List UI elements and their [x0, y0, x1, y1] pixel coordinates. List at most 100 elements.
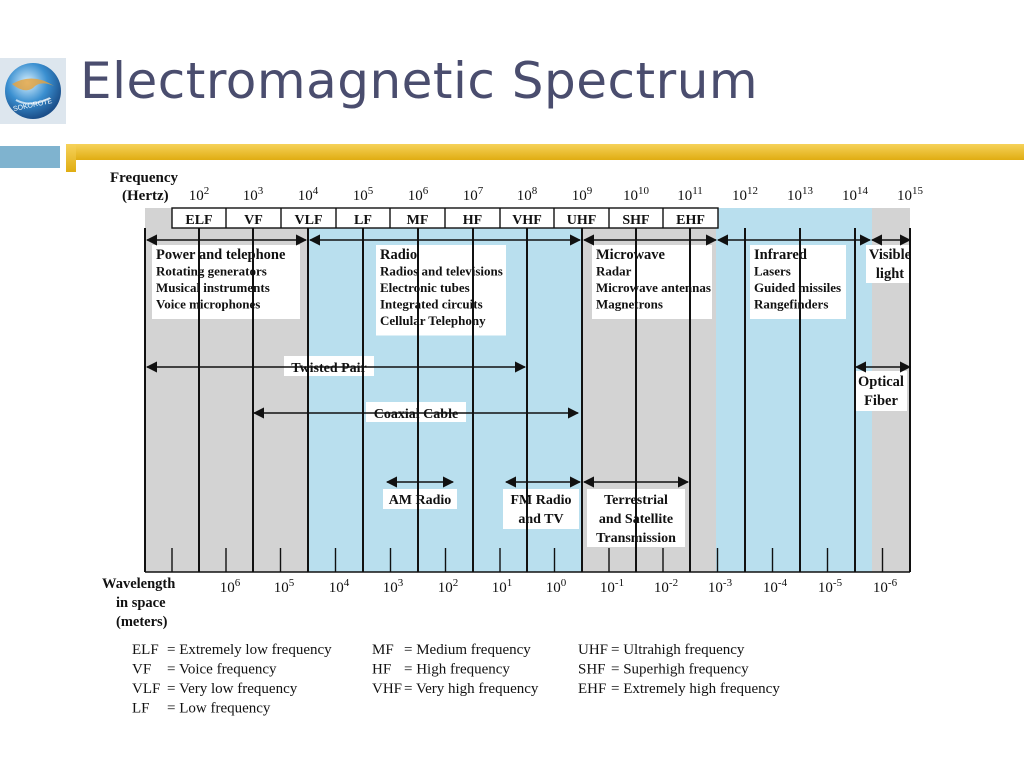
freq-tick: 104: [298, 185, 319, 204]
freq-tick: 1015: [897, 185, 924, 204]
infrared-region-item: Guided missiles: [754, 280, 841, 295]
power-region-item: Musical instruments: [156, 280, 270, 295]
microwave-region-item: Magnetrons: [596, 297, 663, 312]
visible-heading: light: [876, 266, 904, 282]
infrared-region-box: [750, 245, 846, 319]
freq-tick: 1012: [732, 185, 758, 204]
glossary-abbr: LF: [132, 701, 150, 717]
band-label: ELF: [185, 213, 212, 228]
band-label: VLF: [295, 213, 323, 228]
glossary-abbr: HF: [372, 662, 391, 678]
glossary-definition: = Medium frequency: [404, 642, 531, 658]
optical-label: Optical: [858, 374, 904, 390]
freq-tick: 1013: [787, 185, 814, 204]
freq-tick: 109: [572, 185, 593, 204]
glossary-definition: = Superhigh frequency: [611, 662, 749, 678]
wavelength-tick: 100: [546, 577, 567, 596]
freq-tick: 102: [189, 185, 210, 204]
wavelength-tick: 102: [438, 577, 459, 596]
freq-tick: 1011: [677, 185, 703, 204]
coaxial-label: Coaxial Cable: [374, 407, 458, 422]
accent-bar: [66, 144, 1024, 160]
glossary-definition: = Ultrahigh frequency: [611, 642, 745, 658]
wavelength-axis-label: Wavelength: [102, 576, 175, 592]
freq-tick: 103: [243, 185, 264, 204]
accent-corner: [66, 144, 76, 172]
glossary-abbr: VLF: [132, 681, 160, 697]
glossary-definition: = Very high frequency: [404, 681, 539, 697]
infrared-region-item: Lasers: [754, 264, 791, 279]
wavelength-tick: 101: [492, 577, 513, 596]
power-region-box: [152, 245, 300, 319]
optical-box: [855, 371, 907, 411]
glossary-abbr: UHF: [578, 642, 608, 658]
microwave-region-box: [592, 245, 712, 319]
power-region-item: Voice microphones: [156, 297, 260, 312]
accent-block: [0, 146, 60, 168]
optical-label: Fiber: [864, 393, 898, 409]
fm-box: [503, 489, 579, 529]
freq-tick: 105: [353, 185, 374, 204]
terrestrial-label: and Satellite: [599, 512, 673, 527]
band-label: UHF: [567, 213, 597, 228]
infrared-region-item: Rangefinders: [754, 297, 828, 312]
terrestrial-label: Transmission: [596, 531, 676, 546]
infrared-region-heading: Infrared: [754, 247, 807, 263]
freq-axis-unit: (Hertz): [122, 188, 169, 204]
power-region-item: Rotating generators: [156, 264, 267, 279]
radio-region-item: Electronic tubes: [380, 280, 470, 295]
band-label: VF: [244, 213, 263, 228]
freq-axis-label: Frequency: [110, 170, 179, 186]
band-label: LF: [354, 213, 372, 228]
wavelength-tick: 10-3: [708, 577, 733, 596]
freq-tick: 108: [517, 185, 538, 204]
microwave-region-heading: Microwave: [596, 247, 666, 263]
wavelength-tick: 106: [220, 577, 241, 596]
power-region-heading: Power and telephone: [156, 247, 286, 263]
visible-heading: Visible: [869, 247, 912, 263]
fm-label: FM Radio: [510, 493, 571, 508]
glossary-definition: = Extremely high frequency: [611, 681, 780, 697]
band-label: VHF: [512, 213, 542, 228]
radio-region-item: Integrated circuits: [380, 297, 483, 312]
wavelength-tick: 10-2: [654, 577, 678, 596]
wavelength-tick: 104: [329, 577, 350, 596]
fm-label: and TV: [518, 512, 563, 527]
microwave-region-item: Radar: [596, 264, 632, 279]
twisted-pair-label: Twisted Pair: [291, 361, 367, 376]
glossary-abbr: ELF: [132, 642, 159, 658]
freq-tick: 107: [463, 185, 484, 204]
wavelength-axis-label: in space: [116, 595, 166, 611]
freq-tick: 1014: [842, 185, 869, 204]
am-label: AM Radio: [389, 493, 452, 508]
wavelength-axis-label: (meters): [116, 614, 168, 630]
glossary-definition: = High frequency: [404, 662, 510, 678]
band-label: EHF: [676, 213, 705, 228]
radio-region-box: [376, 245, 506, 336]
radio-region-item: Radios and televisions: [380, 264, 503, 279]
band-label: MF: [407, 213, 429, 228]
glossary-abbr: VF: [132, 662, 151, 678]
freq-tick: 1010: [623, 185, 650, 204]
wavelength-tick: 10-1: [600, 577, 624, 596]
glossary-abbr: VHF: [372, 681, 402, 697]
band-label: HF: [463, 213, 482, 228]
terrestrial-label: Terrestrial: [604, 493, 668, 508]
wavelength-tick: 10-4: [763, 577, 788, 596]
radio-region-heading: Radio: [380, 247, 417, 263]
am-box: [383, 489, 457, 509]
band-label: SHF: [622, 213, 649, 228]
glossary-abbr: SHF: [578, 662, 606, 678]
glossary-definition: = Voice frequency: [167, 662, 277, 678]
freq-tick: 106: [408, 185, 429, 204]
wavelength-tick: 10-5: [818, 577, 843, 596]
glossary-abbr: EHF: [578, 681, 606, 697]
wavelength-tick: 103: [383, 577, 404, 596]
glossary-definition: = Very low frequency: [167, 681, 298, 697]
wavelength-tick: 10-6: [873, 577, 898, 596]
visible-box: [866, 245, 914, 283]
glossary-definition: = Extremely low frequency: [167, 642, 332, 658]
slide-title: Electromagnetic Spectrum: [80, 52, 759, 110]
radio-region-item: Cellular Telephony: [380, 313, 486, 328]
